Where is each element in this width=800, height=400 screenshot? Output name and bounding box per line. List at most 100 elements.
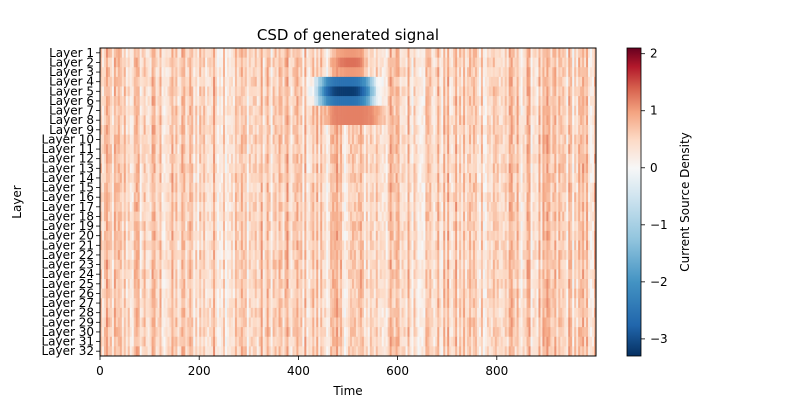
heatmap-cell <box>353 57 357 68</box>
heatmap-cell <box>490 86 494 97</box>
heatmap-cell <box>272 144 275 155</box>
heatmap-cell <box>262 202 265 212</box>
heatmap-cell <box>135 134 138 145</box>
heatmap-cell <box>399 115 402 126</box>
heatmap-cell <box>391 76 394 87</box>
heatmap-cell <box>397 163 400 174</box>
heatmap-cell <box>417 67 420 78</box>
heatmap-cell <box>488 192 492 203</box>
heatmap-cell <box>373 221 377 232</box>
heatmap-cell <box>494 211 498 222</box>
heatmap-cell <box>159 192 162 203</box>
heatmap-cell <box>318 230 321 241</box>
heatmap-cell <box>377 144 381 155</box>
heatmap-cell <box>121 163 125 174</box>
heatmap-cell <box>435 115 438 126</box>
heatmap-cell <box>324 153 327 164</box>
heatmap-cell <box>322 86 325 97</box>
heatmap-cell <box>286 182 289 193</box>
heatmap-cell <box>338 163 341 174</box>
heatmap-cell <box>586 153 589 164</box>
heatmap-cell <box>494 202 498 212</box>
heatmap-cell <box>568 57 571 68</box>
heatmap-cell <box>250 57 254 68</box>
heatmap-cell <box>153 173 156 184</box>
heatmap-cell <box>453 76 456 87</box>
heatmap-cell <box>592 96 595 107</box>
heatmap-cell <box>312 144 315 155</box>
heatmap-cell <box>431 48 434 58</box>
heatmap-cell <box>407 67 410 78</box>
heatmap-cell <box>548 134 551 145</box>
heatmap-cell <box>224 144 228 155</box>
heatmap-cell <box>482 202 486 212</box>
heatmap-cell <box>463 115 466 126</box>
heatmap-cell <box>506 86 509 97</box>
heatmap-cell <box>217 57 220 68</box>
heatmap-cell <box>242 86 246 97</box>
heatmap-cell <box>228 115 232 126</box>
heatmap-cell <box>330 125 333 135</box>
heatmap-cell <box>405 221 408 232</box>
heatmap-cell <box>286 48 289 58</box>
heatmap-cell <box>262 67 265 78</box>
heatmap-cell <box>457 144 460 155</box>
heatmap-cell <box>395 125 398 135</box>
heatmap-cell <box>417 105 420 116</box>
heatmap-cell <box>387 153 390 164</box>
heatmap-cell <box>520 230 523 241</box>
heatmap-cell <box>395 192 398 203</box>
heatmap-cell <box>369 211 373 222</box>
heatmap-cell <box>522 163 525 174</box>
heatmap-cell <box>187 67 190 78</box>
heatmap-cell <box>455 57 458 68</box>
heatmap-cell <box>500 153 504 164</box>
heatmap-cell <box>193 76 196 87</box>
heatmap-cell <box>405 173 408 184</box>
heatmap-cell <box>556 134 559 145</box>
heatmap-cell <box>498 211 502 222</box>
heatmap-cell <box>145 163 148 174</box>
heatmap-cell <box>369 67 373 78</box>
heatmap-cell <box>290 96 293 107</box>
heatmap-cell <box>201 182 204 193</box>
heatmap-cell <box>443 163 446 174</box>
heatmap-cell <box>576 202 579 212</box>
heatmap-cell <box>421 153 424 164</box>
heatmap-cell <box>490 173 494 184</box>
heatmap-cell <box>449 76 452 87</box>
heatmap-cell <box>439 211 442 222</box>
heatmap-cell <box>224 96 228 107</box>
heatmap-cell <box>510 115 513 126</box>
heatmap-cell <box>514 182 517 193</box>
heatmap-cell <box>562 163 565 174</box>
heatmap-cell <box>538 125 541 135</box>
heatmap-cell <box>411 144 414 155</box>
heatmap-cell <box>304 230 307 241</box>
heatmap-cell <box>508 48 511 58</box>
heatmap-cell <box>407 144 410 155</box>
heatmap-cell <box>576 125 579 135</box>
heatmap-cell <box>449 115 452 126</box>
heatmap-cell <box>425 125 428 135</box>
heatmap-cell <box>117 182 121 193</box>
heatmap-cell <box>195 144 198 155</box>
heatmap-cell <box>175 67 178 78</box>
heatmap-cell <box>125 96 129 107</box>
heatmap-cell <box>530 105 533 116</box>
heatmap-cell <box>316 192 319 203</box>
heatmap-cell <box>117 48 121 58</box>
heatmap-cell <box>262 48 265 58</box>
heatmap-cell <box>302 96 305 107</box>
heatmap-cell <box>260 86 263 97</box>
heatmap-cell <box>115 182 119 193</box>
heatmap-cell <box>425 67 428 78</box>
heatmap-cell <box>455 211 458 222</box>
heatmap-cell <box>417 221 420 232</box>
heatmap-cell <box>107 153 111 164</box>
heatmap-cell <box>266 67 269 78</box>
heatmap-cell <box>304 67 307 78</box>
heatmap-cell <box>423 192 426 203</box>
heatmap-cell <box>348 153 351 164</box>
heatmap-cell <box>379 202 383 212</box>
